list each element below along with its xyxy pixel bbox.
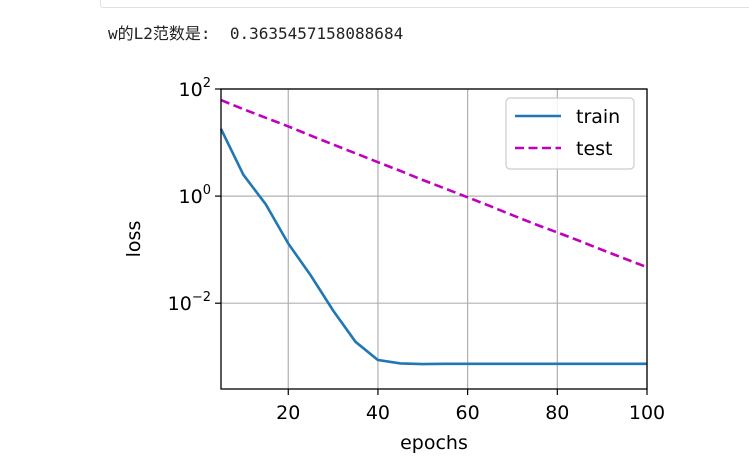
cell-top-border: [100, 0, 749, 8]
series-line-test: [220, 98, 648, 269]
y-tick-label: 100: [179, 183, 211, 208]
output-label: w的L2范数是:: [108, 24, 211, 43]
x-tick-label: 60: [456, 402, 480, 424]
legend-label-train: train: [576, 106, 620, 128]
series-line-train: [219, 128, 647, 366]
x-axis-label: epochs: [400, 432, 468, 454]
x-tick-label: 20: [276, 402, 300, 424]
legend-label-test: test: [576, 138, 613, 160]
tick-layer: 20 40 60 80 100 10−2 100 102: [168, 76, 665, 424]
y-tick-label: 102: [179, 76, 211, 101]
x-tick-label: 100: [629, 402, 665, 424]
output-line: w的L2范数是: 0.3635457158088684: [108, 20, 403, 44]
y-axis-label: loss: [123, 221, 145, 258]
x-tick-label: 40: [366, 402, 390, 424]
plot-frame: [220, 88, 648, 390]
x-tick-label: 80: [545, 402, 569, 424]
output-value: 0.3635457158088684: [229, 24, 404, 43]
legend: train test: [505, 97, 635, 170]
series-layer: [219, 98, 648, 366]
y-tick-label: 10−2: [168, 290, 211, 315]
